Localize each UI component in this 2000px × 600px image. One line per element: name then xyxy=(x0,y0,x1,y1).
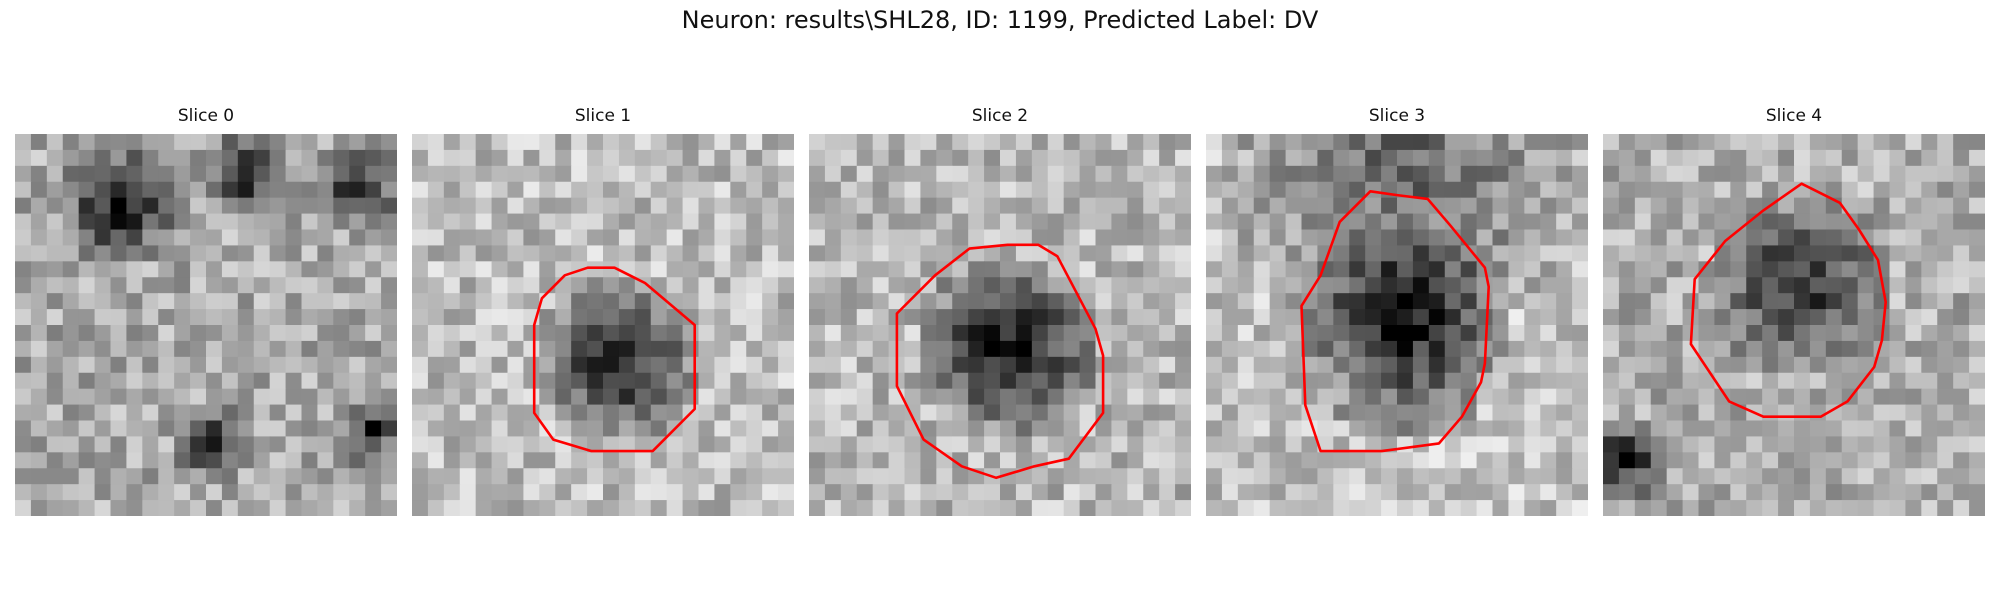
slice-image-1 xyxy=(412,134,794,516)
slice-pixels-1 xyxy=(412,134,794,516)
slice-panel-0: Slice 0 xyxy=(15,106,397,516)
cell-contour-3 xyxy=(1300,189,1491,453)
slice-title-1: Slice 1 xyxy=(574,106,632,126)
slice-panel-1: Slice 1 xyxy=(412,106,794,516)
slice-image-2 xyxy=(809,134,1191,516)
slice-panel-3: Slice 3 xyxy=(1206,106,1588,516)
slice-image-0 xyxy=(15,134,397,516)
slice-panel-2: Slice 2 xyxy=(809,106,1191,516)
cell-contour-1 xyxy=(532,266,697,453)
slice-pixels-2 xyxy=(809,134,1191,516)
cell-contour-2 xyxy=(895,243,1105,480)
slice-panel-4: Slice 4 xyxy=(1603,106,1985,516)
figure-title: Neuron: results\SHL28, ID: 1199, Predict… xyxy=(681,6,1319,34)
slice-title-4: Slice 4 xyxy=(1765,106,1823,126)
cell-contour-4 xyxy=(1689,182,1888,419)
slice-pixels-4 xyxy=(1603,134,1985,516)
slice-pixels-0 xyxy=(15,134,397,516)
slice-title-0: Slice 0 xyxy=(177,106,235,126)
slice-title-2: Slice 2 xyxy=(971,106,1029,126)
slice-title-3: Slice 3 xyxy=(1368,106,1426,126)
slice-image-4 xyxy=(1603,134,1985,516)
slice-pixels-3 xyxy=(1206,134,1588,516)
slice-image-3 xyxy=(1206,134,1588,516)
